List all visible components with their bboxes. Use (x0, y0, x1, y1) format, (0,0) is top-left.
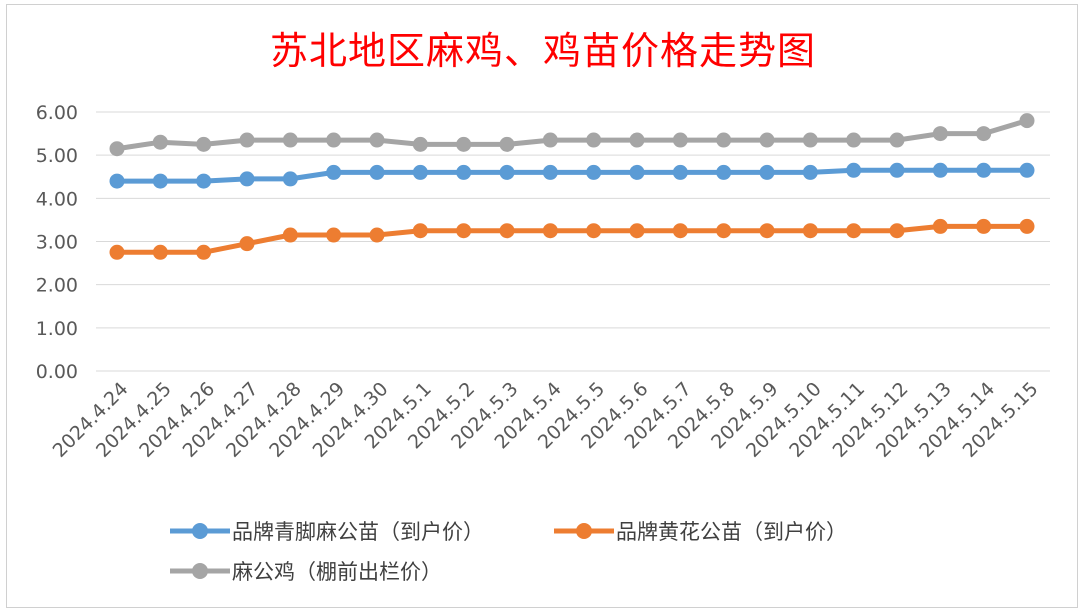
data-point (369, 132, 385, 148)
data-point (889, 162, 905, 178)
data-point (1019, 162, 1035, 178)
data-point (412, 136, 428, 152)
y-axis-ticks: 0.00 1.00 2.00 3.00 4.00 5.00 6.00 (36, 102, 78, 383)
legend-label-gray-series: 麻公鸡（棚前出栏价） (232, 560, 442, 584)
data-point (412, 164, 428, 180)
data-point (586, 132, 602, 148)
data-point (456, 136, 472, 152)
data-point (282, 132, 298, 148)
series-line (116, 118, 1028, 152)
data-point (282, 171, 298, 187)
data-point (499, 223, 515, 239)
data-point (456, 223, 472, 239)
data-point (369, 227, 385, 243)
data-point (586, 164, 602, 180)
data-point (889, 132, 905, 148)
data-point (542, 164, 558, 180)
data-point (629, 164, 645, 180)
series-lines (109, 113, 1035, 260)
legend-label-blue-series: 品牌青脚麻公苗（到户价） (232, 520, 484, 544)
data-point (369, 164, 385, 180)
y-tick-label: 2.00 (36, 275, 78, 297)
data-point (326, 164, 342, 180)
data-point (109, 173, 125, 189)
data-point (889, 223, 905, 239)
y-tick-label: 5.00 (36, 145, 78, 167)
series-line (117, 223, 1027, 255)
data-point (196, 136, 212, 152)
x-axis-ticks: 2024.4.242024.4.252024.4.262024.4.272024… (49, 378, 1043, 462)
data-point (932, 218, 948, 234)
data-point (976, 218, 992, 234)
data-point (326, 227, 342, 243)
data-point (152, 134, 168, 150)
data-point (152, 244, 168, 260)
data-point (109, 141, 125, 157)
data-point (586, 223, 602, 239)
data-point (976, 126, 992, 142)
data-point (239, 236, 255, 252)
data-point (412, 223, 428, 239)
data-point (499, 136, 515, 152)
y-tick-label: 1.00 (36, 318, 78, 340)
data-point (846, 132, 862, 148)
data-point (716, 223, 732, 239)
data-point (932, 126, 948, 142)
data-point (976, 162, 992, 178)
data-point (239, 132, 255, 148)
data-point (846, 223, 862, 239)
y-tick-label: 3.00 (36, 232, 78, 254)
legend-item-gray-series: 麻公鸡（棚前出栏价） (168, 556, 442, 586)
y-tick-label: 6.00 (36, 102, 78, 124)
legend-label-orange-series: 品牌黄花公苗（到户价） (616, 520, 847, 544)
data-point (542, 223, 558, 239)
data-point (672, 223, 688, 239)
gridlines (96, 111, 1050, 372)
data-point (759, 164, 775, 180)
data-point (239, 171, 255, 187)
chart-frame (6, 4, 1078, 608)
legend-item-orange-series: 品牌黄花公苗（到户价） (552, 516, 847, 546)
data-point (802, 132, 818, 148)
data-point (196, 244, 212, 260)
data-point (802, 223, 818, 239)
data-point (326, 132, 342, 148)
data-point (672, 132, 688, 148)
data-point (499, 164, 515, 180)
data-point (802, 164, 818, 180)
legend-swatch-blue-series (170, 523, 230, 539)
series-2 (109, 113, 1035, 157)
data-point (1019, 218, 1035, 234)
data-point (629, 223, 645, 239)
data-point (1019, 113, 1035, 129)
data-point (456, 164, 472, 180)
legend-item-blue-series: 品牌青脚麻公苗（到户价） (168, 516, 484, 546)
y-tick-label: 0.00 (36, 361, 78, 383)
data-point (672, 164, 688, 180)
data-point (759, 132, 775, 148)
data-point (716, 164, 732, 180)
y-tick-label: 4.00 (36, 188, 78, 210)
data-point (932, 162, 948, 178)
data-point (846, 162, 862, 178)
data-point (109, 244, 125, 260)
data-point (196, 173, 212, 189)
data-point (282, 227, 298, 243)
data-point (542, 132, 558, 148)
data-point (716, 132, 732, 148)
data-point (759, 223, 775, 239)
series-line (117, 167, 1027, 184)
series-0 (109, 162, 1035, 189)
data-point (152, 173, 168, 189)
series-1 (109, 218, 1035, 260)
chart-title: 苏北地区麻鸡、鸡苗价格走势图 (269, 29, 816, 73)
data-point (629, 132, 645, 148)
legend-swatch-gray-series (170, 563, 230, 579)
legend-swatch-orange-series (554, 523, 614, 539)
